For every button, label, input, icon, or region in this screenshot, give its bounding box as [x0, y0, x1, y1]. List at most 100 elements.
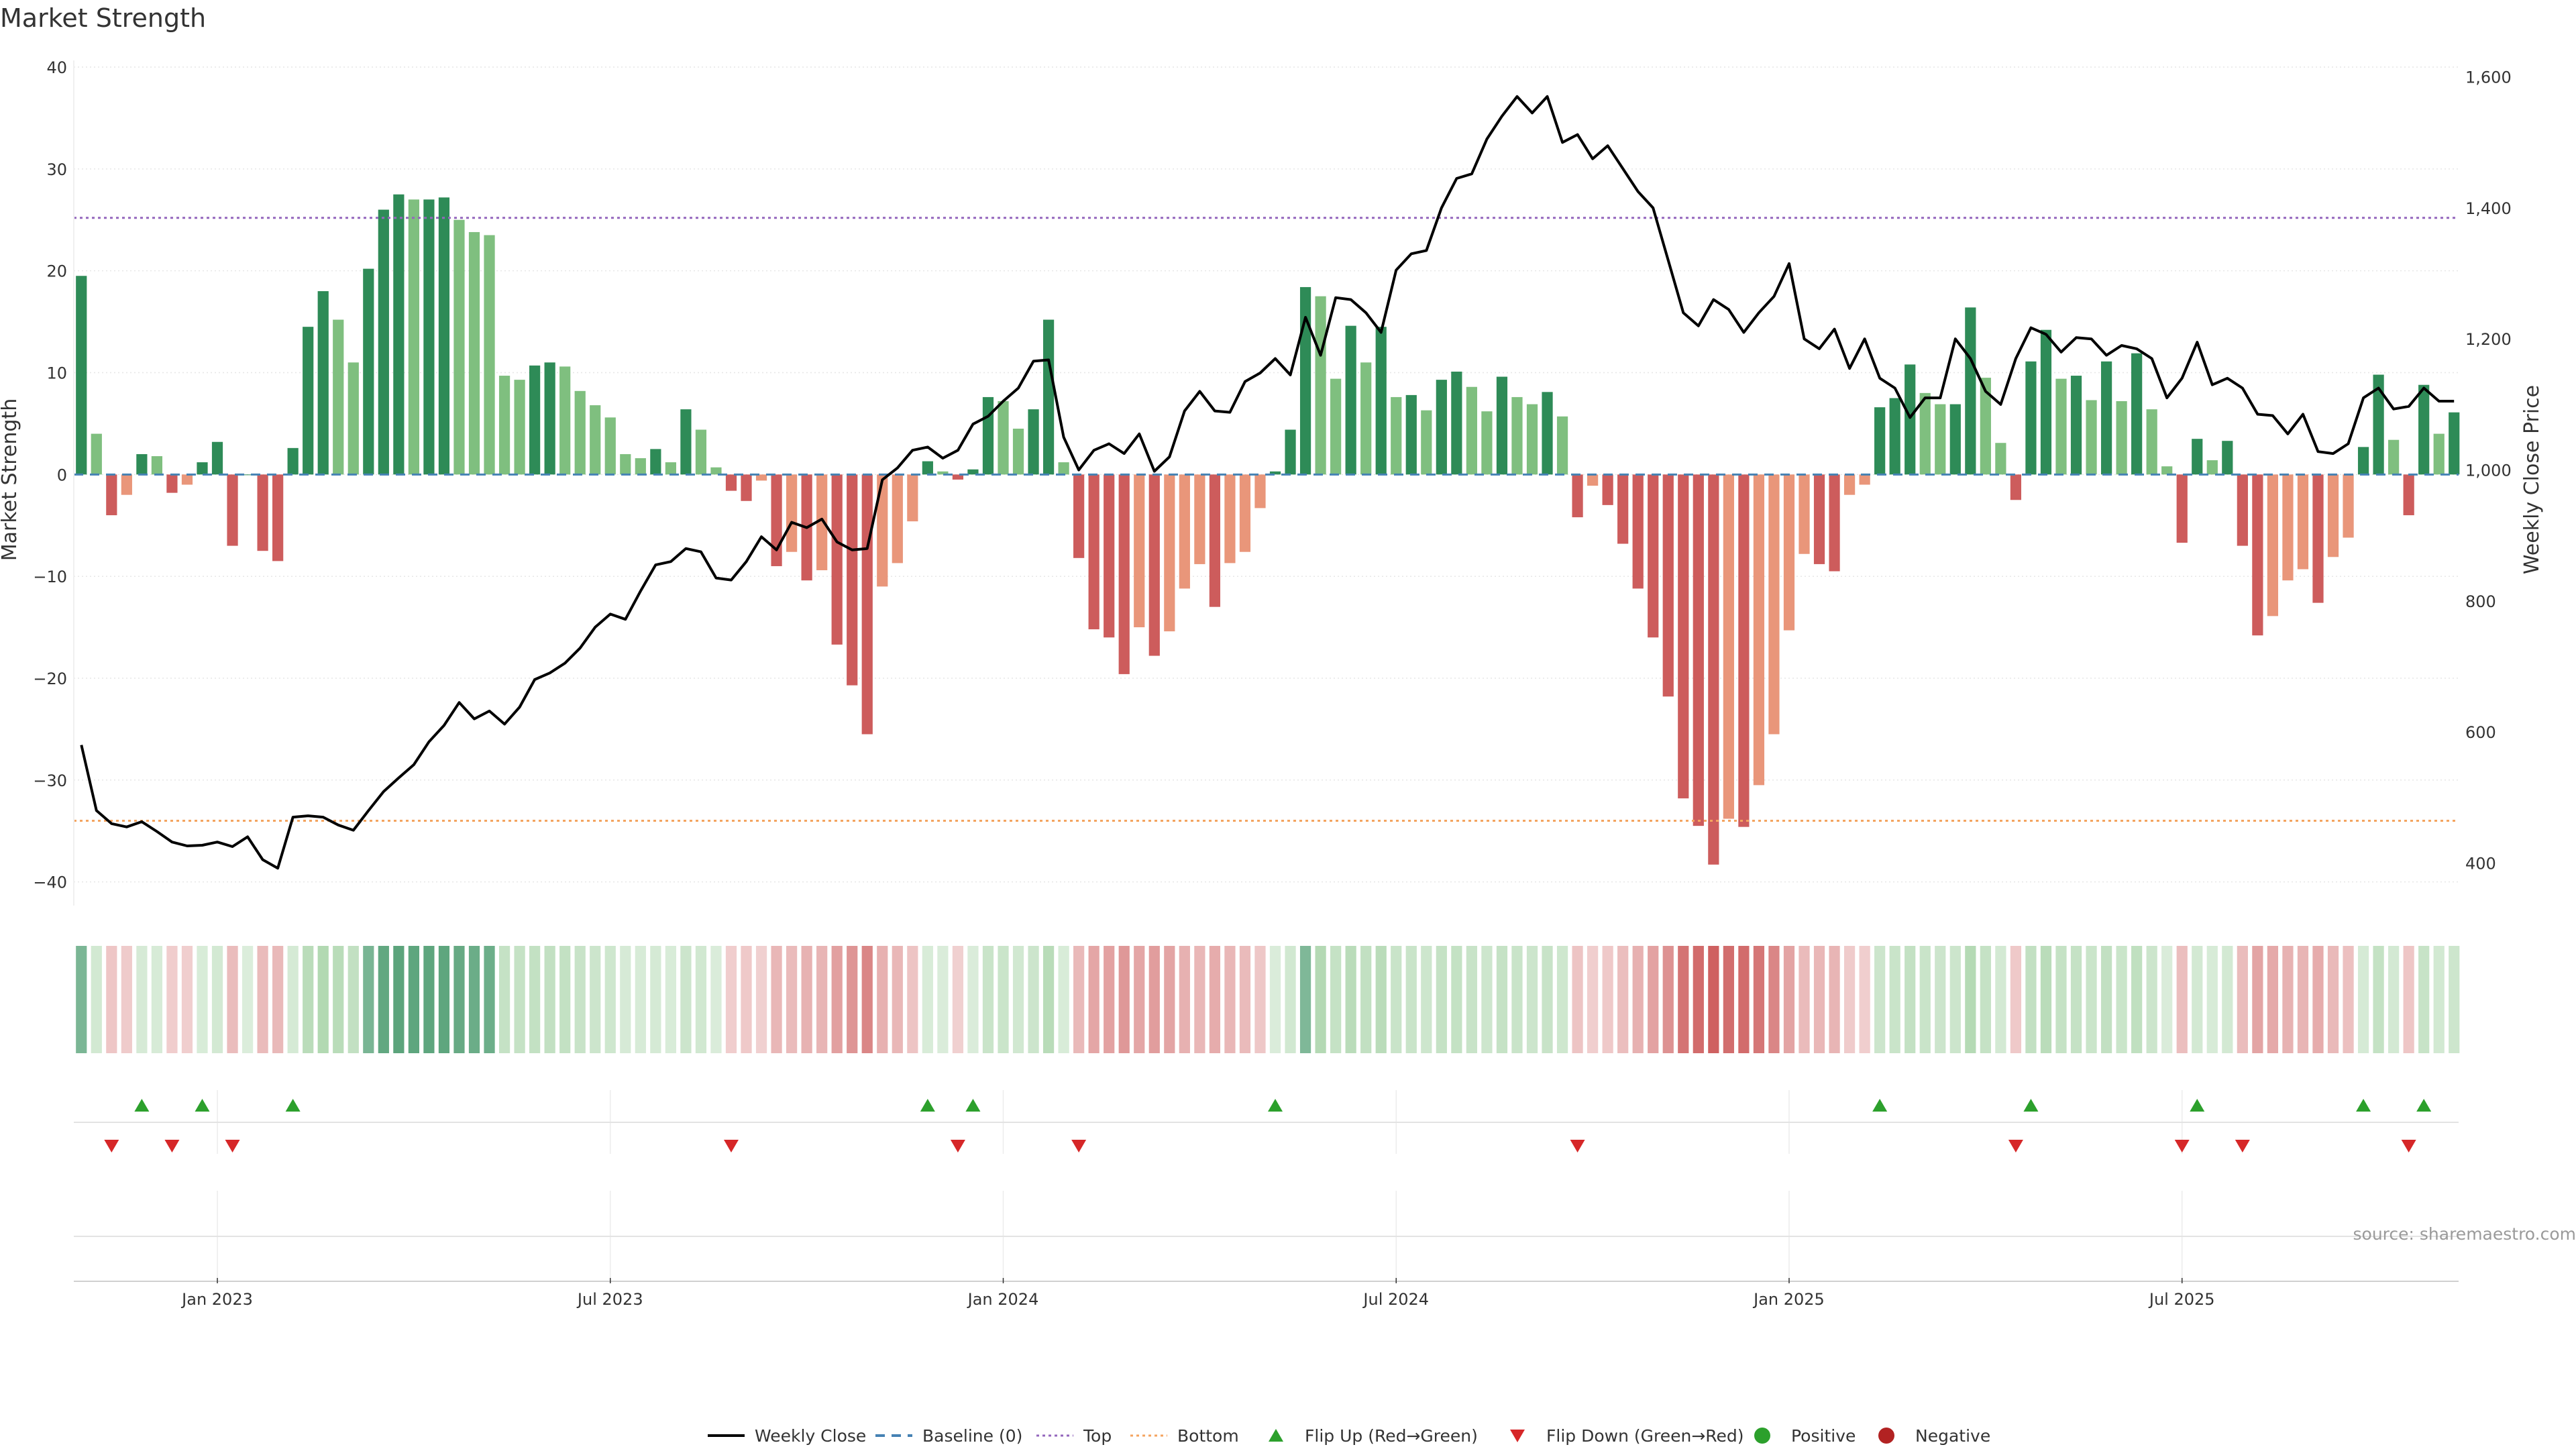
heat-cell: [1783, 946, 1795, 1053]
heat-cell: [1405, 946, 1417, 1053]
heat-cell: [1995, 946, 2006, 1053]
strength-bar: [2282, 474, 2294, 581]
flip-up-marker: [965, 1099, 981, 1112]
strength-bar: [1678, 474, 1689, 799]
strength-bar: [2146, 409, 2157, 475]
strength-bar: [2373, 374, 2384, 475]
heat-cell: [2237, 946, 2248, 1053]
strength-bar: [922, 461, 933, 475]
strength-bar: [1723, 474, 1734, 819]
y-tick-label: −30: [33, 771, 67, 790]
strength-bar: [1632, 474, 1644, 589]
strength-bar: [1693, 474, 1704, 826]
strength-bar: [303, 327, 314, 475]
heat-cell: [2206, 946, 2218, 1053]
strength-bar: [1360, 362, 1372, 475]
strength-bar: [1179, 474, 1190, 589]
strength-bar: [91, 433, 102, 475]
strength-bar: [2252, 474, 2263, 636]
strength-bar: [1935, 404, 1946, 475]
strength-bar: [241, 474, 254, 476]
heat-cell: [197, 946, 208, 1053]
strength-bar: [907, 474, 918, 522]
x-tick-label: Jul 2023: [576, 1290, 643, 1309]
strength-bar: [650, 449, 661, 475]
heat-cell: [922, 946, 933, 1053]
heat-cell: [2131, 946, 2143, 1053]
strength-bar: [1738, 474, 1750, 827]
strength-bar: [1315, 296, 1326, 475]
heat-cell: [680, 946, 692, 1053]
flip-up-marker: [920, 1099, 935, 1112]
heat-cell: [1693, 946, 1704, 1053]
reference-lines: [74, 217, 2459, 822]
legend-label-7: Negative: [1915, 1426, 1990, 1446]
flip-up-marker: [2416, 1099, 2432, 1112]
x-tick-label: Jul 2025: [2148, 1290, 2215, 1309]
strength-bar: [1859, 474, 1870, 485]
legend-label-4: Flip Up (Red→Green): [1305, 1426, 1478, 1446]
heat-cell: [604, 946, 616, 1053]
flip-down-marker: [225, 1140, 240, 1152]
heat-cell: [1179, 946, 1190, 1053]
heat-cell: [2192, 946, 2203, 1053]
x-tick-label: Jan 2023: [180, 1290, 253, 1309]
strength-bar: [438, 197, 450, 475]
heat-cell: [2357, 946, 2369, 1053]
heat-cell: [1511, 946, 1523, 1053]
strength-bar: [227, 474, 238, 546]
strength-bar: [1556, 416, 1568, 475]
strength-bar: [1753, 474, 1765, 786]
strength-bar: [1345, 325, 1356, 475]
strength-bar: [1572, 474, 1583, 518]
legend-marker-6: [1754, 1428, 1770, 1444]
heat-cell: [2282, 946, 2294, 1053]
heat-cell: [620, 946, 631, 1053]
legend-label-6: Positive: [1791, 1426, 1856, 1446]
weekly-close-line-group: [80, 95, 2455, 870]
strength-bar: [317, 291, 329, 475]
strength-bars: [76, 194, 2460, 865]
heat-cell: [257, 946, 268, 1053]
strength-bar: [1768, 474, 1780, 735]
flip-down-marker: [2235, 1140, 2250, 1152]
strength-bar: [831, 474, 843, 645]
heat-cell: [227, 946, 238, 1053]
strength-bar: [136, 453, 148, 475]
strength-bar: [2267, 474, 2279, 616]
heat-cell: [801, 946, 812, 1053]
x-tick-label: Jan 2024: [967, 1290, 1039, 1309]
heat-cell: [1602, 946, 1613, 1053]
heat-cell: [2327, 946, 2339, 1053]
heat-cell: [1965, 946, 1976, 1053]
flip-down-marker: [723, 1140, 739, 1152]
strength-bar: [347, 362, 359, 475]
flip-down-marker: [164, 1140, 180, 1152]
heat-cell: [861, 946, 873, 1053]
strength-bar: [166, 474, 178, 493]
flip-up-marker: [1268, 1099, 1283, 1112]
strength-bar: [514, 380, 525, 475]
strength-bar: [559, 366, 571, 475]
strength-bar: [197, 462, 208, 475]
strength-bar: [816, 474, 828, 571]
legend-label-3: Bottom: [1177, 1426, 1239, 1446]
strength-bar: [1269, 471, 1281, 475]
heat-cell: [1134, 946, 1145, 1053]
source-note: source: sharemaestro.com: [2353, 1224, 2576, 1244]
strength-bar: [408, 199, 420, 475]
heat-cell: [2055, 946, 2067, 1053]
strength-bar: [1466, 386, 1477, 475]
strength-bar: [2403, 474, 2414, 516]
heat-cell: [393, 946, 405, 1053]
y2-tick-label: 800: [2465, 592, 2496, 611]
heat-cell: [952, 946, 964, 1053]
flip-up-marker: [1872, 1099, 1888, 1112]
heat-cell: [1753, 946, 1765, 1053]
heat-cell: [453, 946, 465, 1053]
strength-bar: [725, 474, 737, 491]
strength-bar: [1194, 474, 1205, 564]
strength-bar: [2100, 361, 2112, 475]
strength-bar: [1708, 474, 1719, 865]
strength-bar: [1285, 429, 1296, 475]
